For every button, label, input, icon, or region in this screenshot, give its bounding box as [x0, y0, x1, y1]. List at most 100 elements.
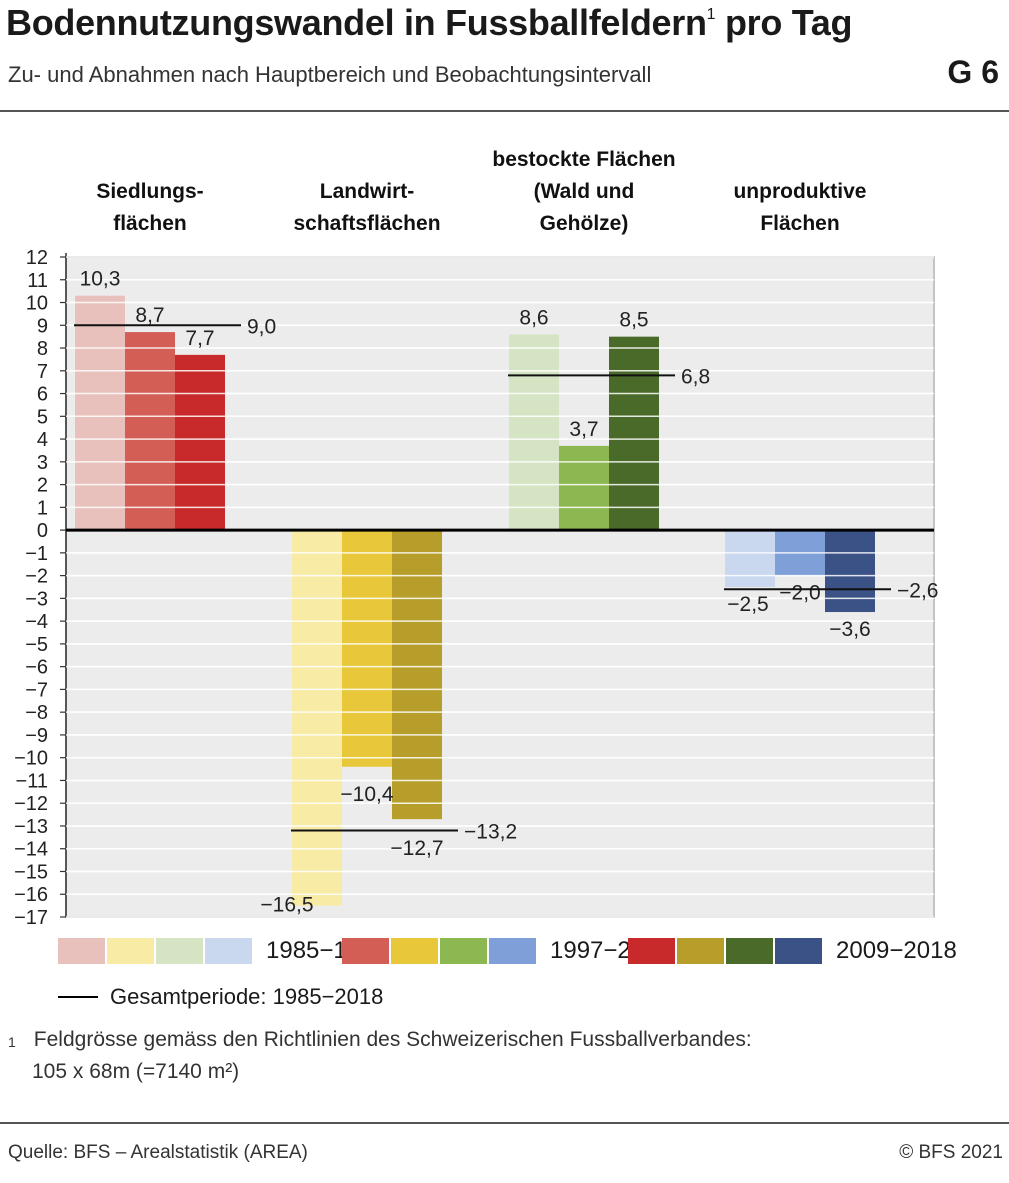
- bar: [559, 445, 609, 531]
- data-label: 8,7: [135, 304, 164, 327]
- legend-swatch: [205, 938, 252, 964]
- y-tick-label: 10: [26, 293, 48, 315]
- bar: [292, 530, 342, 906]
- footnote: 1 Feldgrösse gemäss den Richtlinien des S…: [8, 1024, 752, 1088]
- data-label: −3,6: [829, 618, 870, 641]
- y-tick-label: −13: [14, 816, 48, 838]
- footnote-reference: 1: [706, 6, 716, 23]
- legend-label: Gesamtperiode: 1985−2018: [110, 984, 384, 1009]
- chart-id: G 6: [947, 54, 999, 90]
- category-label: schaftsflächen: [293, 212, 440, 235]
- source-note: Quelle: BFS – Arealstatistik (AREA): [8, 1142, 308, 1163]
- bar: [825, 530, 875, 613]
- y-tick-label: −8: [25, 702, 48, 724]
- y-tick-label: −3: [25, 588, 48, 610]
- y-tick-label: 7: [37, 361, 48, 383]
- category-label: Siedlungs-: [96, 180, 203, 203]
- category-label: (Wald und: [534, 180, 635, 203]
- y-tick-label: 4: [37, 429, 48, 451]
- y-tick-label: −9: [25, 725, 48, 747]
- legend-swatch: [58, 938, 105, 964]
- legend-line-marker: [58, 996, 98, 998]
- y-tick-label: −4: [25, 611, 48, 633]
- chart-subtitle: Zu- und Abnahmen nach Hauptbereich und B…: [8, 62, 652, 87]
- legend-label: 2009−2018: [836, 937, 957, 964]
- y-tick-label: −5: [25, 634, 48, 656]
- bar-chart: 1211109876543210−1−2−3−4−5−6−7−8−9−10−11…: [14, 148, 938, 929]
- legend-item-overall: Gesamtperiode: 1985−2018: [58, 984, 383, 1010]
- chart-title: Bodennutzungswandel in Fussballfeldern1 …: [6, 2, 852, 44]
- footnote-line-1: Feldgrösse gemäss den Richtlinien des Sc…: [33, 1028, 752, 1051]
- top-divider: [0, 110, 1009, 112]
- y-tick-label: 2: [37, 475, 48, 497]
- category-label: Gehölze): [540, 212, 629, 235]
- y-tick-label: −6: [25, 657, 48, 679]
- data-label: 7,7: [185, 327, 214, 350]
- y-tick-label: 12: [26, 247, 48, 269]
- legend-swatch: [342, 938, 389, 964]
- legend-swatch: [107, 938, 154, 964]
- y-tick-label: −15: [14, 861, 48, 883]
- y-tick-label: −2: [25, 566, 48, 588]
- bar: [725, 530, 775, 587]
- legend-item-period-2: 1997−2009: [342, 936, 671, 966]
- legend-item-period-3: 2009−2018: [628, 936, 957, 966]
- chart-title-text: Bodennutzungswandel in Fussballfeldern: [6, 2, 707, 43]
- legend-swatch: [156, 938, 203, 964]
- footnote-line-2: 105 x 68m (=7140 m²): [32, 1060, 240, 1083]
- data-label: −12,7: [390, 837, 443, 860]
- y-tick-label: −10: [14, 748, 48, 770]
- bottom-divider: [0, 1122, 1009, 1124]
- data-label: 8,5: [619, 309, 648, 332]
- copyright: © BFS 2021: [899, 1142, 1003, 1163]
- data-label: 8,6: [519, 306, 548, 329]
- bar: [125, 332, 175, 531]
- overall-label: −2,6: [897, 579, 938, 602]
- y-tick-label: −11: [16, 770, 48, 792]
- y-tick-label: 3: [37, 452, 48, 474]
- legend-swatch: [726, 938, 773, 964]
- bar: [392, 530, 442, 820]
- bar: [75, 295, 125, 531]
- y-tick-label: −1: [25, 543, 48, 565]
- y-tick-label: 11: [27, 270, 48, 292]
- y-tick-label: −16: [14, 884, 48, 906]
- bar: [509, 334, 559, 531]
- category-label: Flächen: [760, 212, 839, 235]
- y-tick-label: 0: [37, 520, 48, 542]
- overall-label: 9,0: [247, 315, 276, 338]
- y-tick-label: 1: [37, 497, 48, 519]
- data-label: −16,5: [260, 894, 313, 917]
- legend-swatch: [677, 938, 724, 964]
- y-tick-label: −12: [14, 793, 48, 815]
- legend-swatch: [391, 938, 438, 964]
- y-tick-label: 5: [37, 406, 48, 428]
- overall-label: 6,8: [681, 365, 710, 388]
- legend-swatch: [440, 938, 487, 964]
- y-tick-label: 8: [37, 338, 48, 360]
- bar: [342, 530, 392, 767]
- bar: [175, 354, 225, 531]
- y-tick-label: 9: [37, 315, 48, 337]
- legend-swatch: [628, 938, 675, 964]
- footnote-mark: 1: [8, 1034, 16, 1050]
- category-label: unproduktive: [733, 180, 866, 203]
- category-label: flächen: [113, 212, 187, 235]
- category-label: Landwirt-: [320, 180, 415, 203]
- data-label: −2,0: [779, 582, 820, 605]
- data-label: 10,3: [80, 268, 121, 291]
- y-tick-label: −7: [25, 679, 48, 701]
- legend-swatch: [489, 938, 536, 964]
- data-label: −2,5: [727, 593, 768, 616]
- legend-swatch: [775, 938, 822, 964]
- data-label: −10,4: [340, 783, 393, 806]
- y-tick-label: 6: [37, 384, 48, 406]
- chart-title-suffix: pro Tag: [715, 2, 853, 43]
- legend-item-period-1: 1985−1997: [58, 936, 387, 966]
- category-label: bestockte Flächen: [492, 148, 675, 171]
- y-tick-label: −14: [14, 839, 48, 861]
- bar: [609, 336, 659, 531]
- overall-label: −13,2: [464, 821, 517, 844]
- data-label: 3,7: [569, 418, 598, 441]
- y-tick-label: −17: [14, 907, 48, 929]
